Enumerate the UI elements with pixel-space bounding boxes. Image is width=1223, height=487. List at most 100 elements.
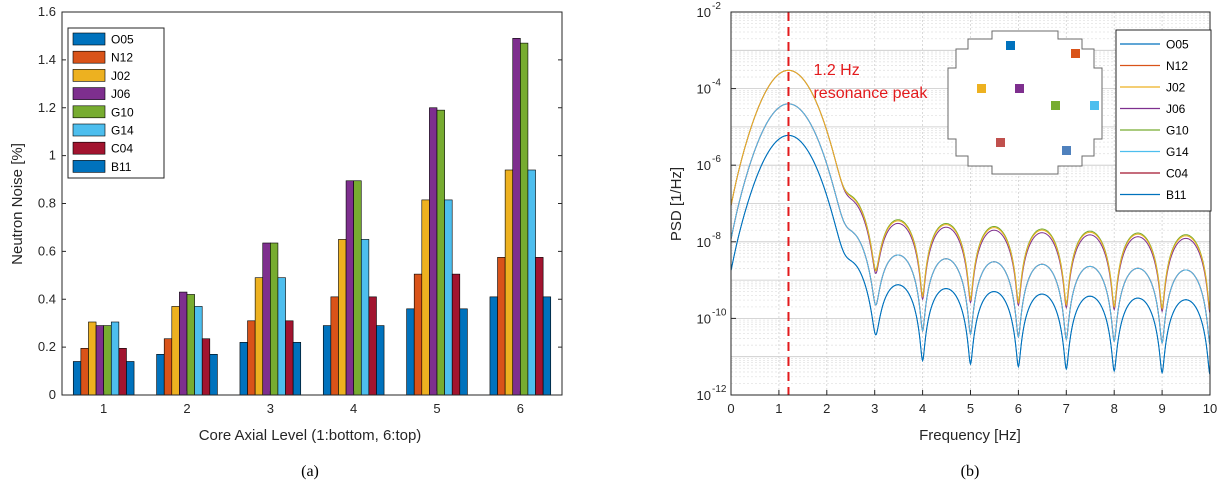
y-tick-label: 1.6 [38,4,56,19]
bar-j02-level-3 [254,277,264,396]
bar-j02-level-6 [504,169,514,396]
bar-g10-level-5 [436,109,445,396]
y-tick-label: 0.4 [38,291,56,306]
x-tick-label: 5 [433,401,440,416]
bar-n12-level-1 [80,348,89,396]
psd-x-ticks: 0 1 2 3 4 5 6 7 8 9 10 [727,390,1217,416]
x-tick-label: 0 [727,401,734,416]
bar-o05-level-5 [406,308,415,396]
bar-j06-level-1 [95,325,104,396]
x-tick-label: 1 [775,401,782,416]
legend-label-g10: G10 [1166,124,1189,138]
bar-c04-level-4 [368,296,377,396]
bar-g14-level-5 [444,199,453,396]
core-map-inset [947,30,1103,175]
bar-n12-level-6 [497,257,506,396]
y-tick-label: 0.6 [38,243,56,258]
legend-label-b11: B11 [1166,188,1187,202]
legend-swatch-c04 [72,141,106,155]
y-tick-label: 10 [697,82,711,97]
bar-c04-level-2 [201,338,211,396]
legend-label-g14: G14 [111,124,134,138]
legend-label-o05: O05 [111,33,134,47]
y-tick-label: 0 [49,387,56,402]
legend-label-j02: J02 [111,69,131,83]
legend-label-b11: B11 [111,160,132,174]
bar-n12-level-5 [413,273,423,396]
bar-n12-level-4 [330,296,339,396]
y-tick-label: 10 [697,388,711,403]
legend-label-j06: J06 [1166,102,1186,116]
legend-swatch-j06 [72,87,106,100]
psd-chart-panel: 1.2 Hz resonance peak 10-1210-1010-810-6… [668,1,1217,480]
x-tick-label: 6 [1015,401,1022,416]
core-marker-j06 [1015,84,1024,93]
core-outline [947,30,1103,175]
bar-b11-level-3 [292,342,302,396]
bar-b11-level-6 [542,296,552,396]
bar-b11-level-1 [126,361,135,396]
bar-j02-level-4 [338,239,347,396]
bar-j02-level-2 [171,306,180,396]
psd-line-b11 [730,134,1211,375]
psd-x-axis-label: Frequency [Hz] [919,427,1021,444]
bar-j06-level-6 [512,38,521,396]
y-tick-exponent: -8 [712,231,721,242]
resonance-annotation-label: resonance peak [813,85,928,102]
bar-c04-level-1 [118,348,127,396]
y-tick-label: 0.8 [38,196,56,211]
x-tick-label: 1 [100,401,107,416]
bar-j06-level-3 [262,242,271,396]
bar-g10-level-4 [353,180,362,396]
bar-g14-level-6 [527,169,536,396]
bar-chart-panel: 0 0.2 0.4 0.6 0.8 1 1.2 1.4 1.6 1 2 3 4 5 6 Core Axia… [9,4,563,480]
bar-g14-level-2 [194,306,203,396]
legend-label-n12: N12 [1166,59,1188,73]
bar-n12-level-3 [247,320,256,396]
bar-legend: O05 N12 J02 J06 G10 G14 C04 B11 [67,27,165,179]
x-tick-label: 2 [823,401,830,416]
x-tick-label: 9 [1158,401,1165,416]
bar-g14-level-3 [277,277,286,396]
bar-n12-level-2 [163,338,173,396]
legend-label-j06: J06 [111,87,131,101]
bar-o05-level-4 [322,325,332,396]
bar-x-ticks: 1 2 3 4 5 6 [100,391,524,416]
legend-swatch-g14 [72,123,106,137]
core-marker-n12 [1071,49,1080,58]
core-marker-c04 [996,138,1005,147]
y-tick-label: 1 [49,148,56,163]
legend-swatch-b11 [72,160,106,173]
x-tick-label: 4 [919,401,926,416]
bar-o05-level-6 [489,296,498,396]
legend-label-c04: C04 [111,142,133,156]
bar-b11-level-2 [209,354,218,396]
legend-label-g10: G10 [111,105,134,119]
y-tick-label: 10 [697,311,711,326]
bar-g10-level-2 [186,294,195,396]
core-marker-g14 [1090,101,1099,110]
y-tick-label: 1.4 [38,52,56,67]
x-tick-label: 3 [267,401,274,416]
psd-line-g14 [730,103,1211,345]
resonance-annotation-freq: 1.2 Hz [813,62,859,79]
legend-label-g14: G14 [1166,145,1189,159]
bar-g14-level-4 [360,239,370,396]
legend-label-o05: O05 [1166,38,1189,52]
x-tick-label: 4 [350,401,357,416]
x-tick-label: 6 [517,401,524,416]
bar-j02-level-5 [421,199,430,396]
x-tick-label: 10 [1203,401,1217,416]
y-tick-label: 10 [697,158,711,173]
psd-legend-box [1115,29,1212,212]
x-tick-label: 7 [1063,401,1070,416]
y-tick-exponent: -6 [712,154,721,165]
bar-x-axis-label: Core Axial Level (1:bottom, 6:top) [199,427,422,444]
core-marker-b11 [1062,146,1071,155]
psd-series-group [730,69,1211,375]
bar-y-axis-label: Neutron Noise [%] [9,143,26,265]
bar-y-ticks: 0 0.2 0.4 0.6 0.8 1 1.2 1.4 1.6 [38,4,562,402]
legend-label-c04: C04 [1166,167,1188,181]
